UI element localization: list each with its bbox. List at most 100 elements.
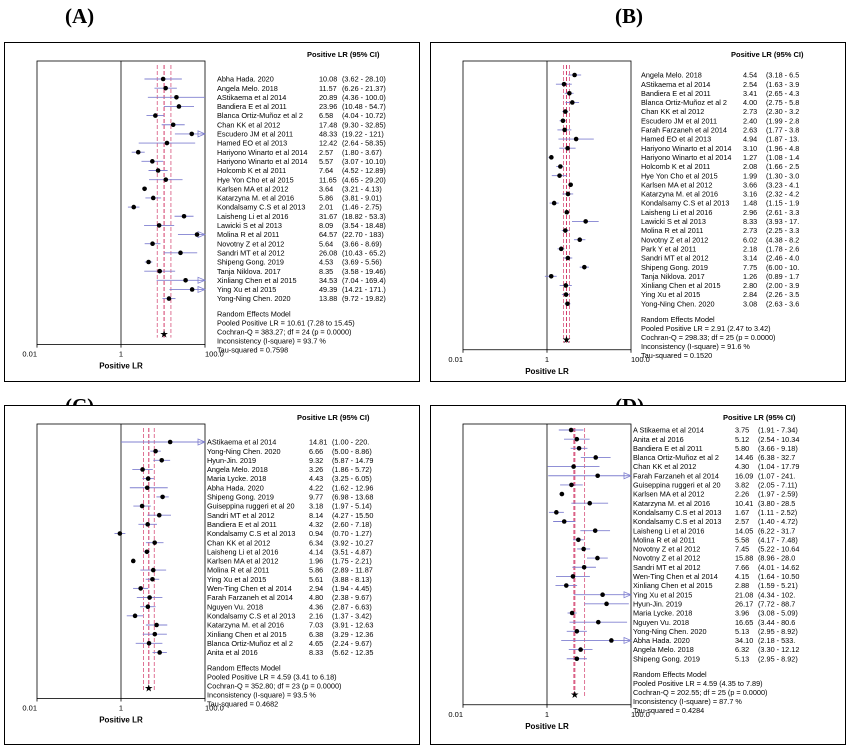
study-name: Guiseppina ruggeri et al 20 (207, 502, 295, 511)
study-ci: (3.30 - 12.12 (758, 645, 799, 654)
study-value: 5.12 (735, 435, 749, 444)
study-point (561, 81, 567, 87)
study-name: Chan KK et al 2012 (217, 120, 280, 129)
study-name: Karlsen MA et al 2012 (641, 180, 712, 189)
summary-line: Random Effects Model (641, 315, 715, 324)
study-ci: (9.30 - 32.85) (342, 120, 386, 129)
study-value: 34.10 (735, 636, 753, 645)
ci-clip-arrow (197, 438, 207, 446)
study-ci: (9.72 - 19.82) (342, 294, 386, 303)
study-value: 4.32 (309, 520, 323, 529)
study-ci: (2.87 - 6.63) (332, 602, 372, 611)
study-value: 2.73 (743, 107, 757, 116)
tick-label: 1 (119, 350, 123, 359)
study-name: Angela Melo. 2018 (633, 645, 694, 654)
study-name: Laisheng Li et al 2016 (207, 547, 278, 556)
study-point (577, 237, 583, 242)
study-ci: (3.21 - 4.13) (342, 184, 382, 193)
study-ci: (2.32 - 4.2 (766, 190, 799, 199)
study-value: 2.16 (309, 611, 323, 620)
study-point (569, 100, 575, 105)
study-value: 49.39 (319, 285, 337, 294)
study-ci: (6.98 - 13.68 (332, 493, 373, 502)
study-value: 12.42 (319, 139, 337, 148)
study-value: 3.64 (319, 184, 333, 193)
study-name: Farah Farzaneh et al 2014 (207, 593, 293, 602)
study-value: 5.13 (735, 627, 749, 636)
study-ci: (1.99 - 2.8 (766, 116, 799, 125)
study-ci: (10.43 - 65.2) (342, 248, 386, 257)
tick-label: 100.0 (205, 703, 224, 712)
tick-label: 100.0 (631, 355, 650, 364)
study-name: Hariyono Winarto et al 2014 (217, 148, 307, 157)
study-name: Tanja Niklova. 2017 (641, 272, 705, 281)
study-name: Hariyono Winarto et al 2014 (217, 157, 307, 166)
study-name: Blanca Ortiz-Muñoz et al 2 (207, 639, 293, 648)
summary-line: Cochran-Q = 298.33; df = 25 (p = 0.0000) (641, 333, 775, 342)
pooled-marker: ★ (562, 335, 571, 346)
study-name: Wen-Ting Chen et al 2014 (207, 584, 292, 593)
study-value: 31.67 (319, 212, 337, 221)
study-point (593, 455, 599, 460)
study-ci: (3.69 - 5.56) (342, 258, 382, 267)
study-value: 3.18 (309, 502, 323, 511)
study-ci: (1.30 - 3.0 (766, 171, 799, 180)
summary-line: Tau-squared = 0.7598 (217, 346, 288, 355)
panel-a-label: (A) (65, 4, 95, 28)
study-name: Farah Farzaneh et al 2014 (641, 126, 727, 135)
study-ci: (18.82 - 53.3) (342, 212, 386, 221)
summary-line: Cochran-Q = 352.80; df = 23 (p = 0.0000) (207, 681, 341, 690)
study-point (150, 576, 155, 582)
study-point (576, 537, 581, 543)
study-value: 2.73 (743, 226, 757, 235)
study-ci: (1.96 - 4.8 (766, 144, 799, 153)
study-ci: (1.62 - 12.96 (332, 483, 373, 492)
study-value: 4.80 (309, 593, 323, 602)
tick-label: 1 (545, 710, 549, 719)
summary-line: Tau-squared = 0.4682 (207, 699, 278, 708)
study-name: Chan KK et al 2012 (633, 462, 696, 471)
study-point (549, 155, 554, 160)
study-name: Novotny Z et al 2012 (633, 545, 700, 554)
study-name: Karlsen MA et al 2012 (633, 490, 704, 499)
study-ci: (6.26 - 21.37) (342, 84, 386, 93)
study-value: 1.27 (743, 153, 757, 162)
study-point (561, 519, 567, 524)
study-point (564, 209, 570, 215)
study-point (569, 482, 574, 488)
study-point (581, 564, 587, 570)
study-point (150, 241, 155, 246)
tick-label: 100.0 (631, 710, 650, 719)
study-value: 11.57 (319, 84, 337, 93)
study-value: 2.26 (735, 490, 749, 499)
tick-label: 0.01 (448, 355, 463, 364)
study-name: Molina R et al 2011 (217, 230, 279, 239)
study-ci: (1.87 - 13. (766, 135, 799, 144)
study-ci: (1.64 - 10.50 (758, 572, 799, 581)
study-point (135, 149, 141, 155)
forest-plot-d: Positive LR (95% CI) A Stikaema et al 201… (430, 405, 846, 745)
study-ci: (14.21 - 171.) (342, 285, 386, 294)
study-value: 20.89 (319, 93, 337, 102)
study-point (581, 546, 586, 552)
study-value: 8.33 (743, 217, 757, 226)
study-value: 3.14 (743, 254, 757, 263)
study-name: Novotny Z et al 2012 (633, 554, 700, 563)
study-point (565, 191, 571, 197)
study-name: Shipeng Gong. 2019 (207, 493, 274, 502)
study-value: 3.10 (743, 144, 757, 153)
study-point (139, 503, 145, 509)
study-ci: (2.65 - 4.3 (766, 89, 799, 98)
ci-clip-arrow (197, 130, 207, 138)
study-ci: (3.25 - 6.05) (332, 474, 372, 483)
study-ci: (1.80 - 3.67) (342, 148, 382, 157)
tick-label: 0.01 (22, 350, 37, 359)
study-name: Karlsen MA et al 2012 (207, 557, 278, 566)
study-point (563, 583, 569, 588)
study-value: 26.08 (319, 248, 337, 257)
study-point (167, 439, 173, 445)
study-value: 2.96 (743, 208, 757, 217)
study-name: Wen-Ting Chen et al 2014 (633, 572, 718, 581)
study-value: 9.77 (309, 493, 323, 502)
study-point (572, 72, 577, 78)
